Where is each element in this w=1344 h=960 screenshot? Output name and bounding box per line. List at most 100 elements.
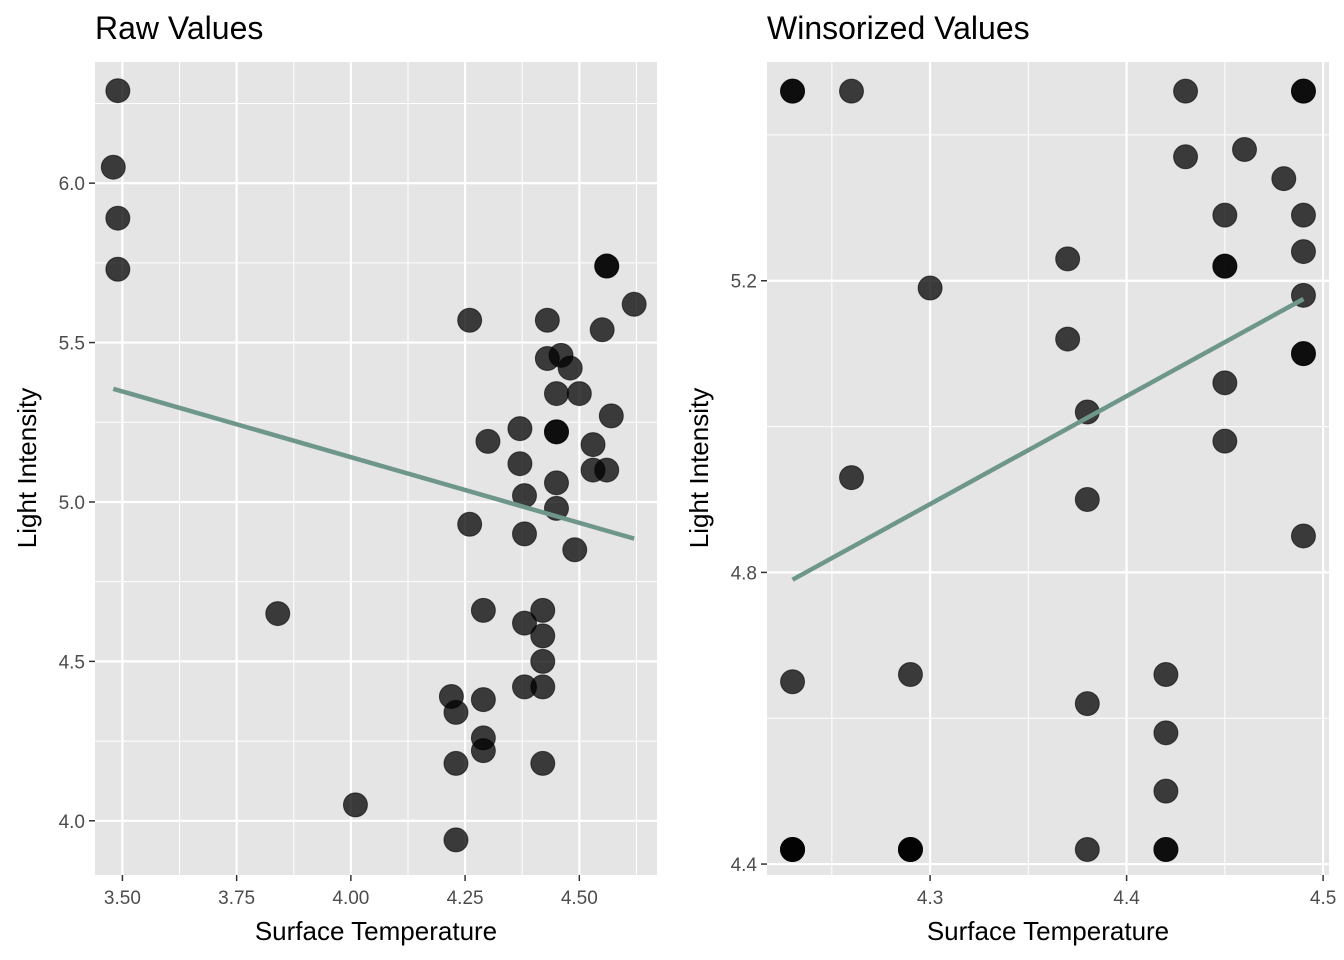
y-tick-label: 5.0 bbox=[59, 493, 85, 514]
data-point bbox=[1074, 691, 1100, 717]
panel-raw-values: Raw Values 3.50 3.75 4.00 4.25 4.50 4.0 4.5 5.… bbox=[12, 10, 657, 946]
data-point bbox=[530, 674, 556, 700]
data-point bbox=[1290, 523, 1316, 549]
data-point bbox=[562, 537, 588, 563]
data-point bbox=[342, 792, 368, 818]
x-tick-label: 4.00 bbox=[332, 888, 369, 909]
y-tick-label: 4.8 bbox=[731, 563, 757, 584]
data-point bbox=[1173, 144, 1199, 170]
x-tick-label: 4.50 bbox=[561, 888, 598, 909]
data-point bbox=[838, 465, 864, 491]
data-point bbox=[780, 78, 806, 104]
data-point bbox=[100, 154, 126, 180]
data-point bbox=[105, 205, 131, 231]
plot-background bbox=[95, 62, 657, 875]
data-point bbox=[507, 416, 533, 442]
data-point bbox=[917, 275, 943, 301]
data-point bbox=[621, 291, 647, 317]
y-axis-ticks: 4.4 4.8 5.2 bbox=[731, 272, 767, 876]
trend-line-group bbox=[112, 386, 635, 541]
x-tick-label: 4.4 bbox=[1113, 888, 1140, 909]
data-point bbox=[1074, 486, 1100, 512]
data-point bbox=[1055, 326, 1081, 352]
chart-title: Winsorized Values bbox=[767, 10, 1030, 46]
trend-line bbox=[112, 386, 635, 541]
data-point bbox=[1290, 202, 1316, 228]
data-point bbox=[557, 355, 583, 381]
data-point bbox=[838, 78, 864, 104]
panel-winsorized-values: Winsorized Values 4.3 4.4 4.5 4.4 4.8 5.2 Su… bbox=[684, 10, 1336, 946]
data-point bbox=[530, 648, 556, 674]
data-point bbox=[507, 451, 533, 477]
data-point bbox=[105, 256, 131, 282]
data-point bbox=[1055, 246, 1081, 272]
grid-lines bbox=[767, 62, 1329, 875]
data-point bbox=[443, 699, 469, 725]
data-point bbox=[589, 317, 615, 343]
data-point bbox=[1290, 341, 1316, 367]
data-point bbox=[475, 428, 501, 454]
data-point bbox=[534, 307, 560, 333]
y-tick-label: 4.5 bbox=[59, 652, 85, 673]
x-axis-title: Surface Temperature bbox=[927, 916, 1169, 946]
data-point bbox=[457, 307, 483, 333]
data-point bbox=[443, 827, 469, 853]
data-point bbox=[470, 738, 496, 764]
x-tick-label: 3.75 bbox=[218, 888, 255, 909]
y-tick-label: 5.2 bbox=[731, 272, 757, 293]
data-point bbox=[1153, 720, 1179, 746]
data-point bbox=[470, 597, 496, 623]
data-point bbox=[780, 836, 806, 862]
y-tick-label: 4.0 bbox=[59, 812, 85, 833]
data-point bbox=[1153, 661, 1179, 687]
data-point bbox=[543, 419, 569, 445]
y-axis-title: Light Intensity bbox=[12, 388, 42, 548]
trend-line bbox=[791, 297, 1305, 582]
scatter-points bbox=[780, 78, 1316, 862]
y-axis-ticks: 4.0 4.5 5.0 5.5 6.0 bbox=[59, 174, 95, 833]
data-point bbox=[566, 381, 592, 407]
data-point bbox=[543, 381, 569, 407]
data-point bbox=[780, 669, 806, 695]
data-point bbox=[443, 750, 469, 776]
plot-background bbox=[767, 62, 1329, 875]
x-tick-label: 4.3 bbox=[917, 888, 943, 909]
data-point bbox=[105, 78, 131, 104]
data-point bbox=[1074, 836, 1100, 862]
data-point bbox=[580, 432, 606, 458]
data-point bbox=[470, 687, 496, 713]
data-point bbox=[1212, 370, 1238, 396]
y-axis-title: Light Intensity bbox=[684, 388, 714, 548]
y-tick-label: 4.4 bbox=[731, 855, 758, 876]
data-point bbox=[594, 457, 620, 483]
y-tick-label: 6.0 bbox=[59, 174, 85, 195]
data-point bbox=[1153, 836, 1179, 862]
x-axis-ticks: 4.3 4.4 4.5 bbox=[917, 875, 1336, 909]
data-point bbox=[598, 403, 624, 429]
data-point bbox=[1153, 778, 1179, 804]
data-point bbox=[530, 750, 556, 776]
x-tick-label: 4.5 bbox=[1310, 888, 1336, 909]
data-point bbox=[1290, 239, 1316, 265]
data-point bbox=[457, 511, 483, 537]
grid-lines bbox=[95, 62, 657, 875]
x-tick-label: 3.50 bbox=[104, 888, 141, 909]
y-tick-label: 5.5 bbox=[59, 334, 85, 355]
data-point bbox=[897, 661, 923, 687]
data-point bbox=[594, 253, 620, 279]
data-point bbox=[1212, 202, 1238, 228]
data-point bbox=[1232, 136, 1258, 162]
data-point bbox=[1271, 166, 1297, 192]
data-point bbox=[265, 601, 291, 627]
data-point bbox=[897, 836, 923, 862]
data-point bbox=[1290, 78, 1316, 104]
chart-title: Raw Values bbox=[95, 10, 263, 46]
data-point bbox=[1212, 428, 1238, 454]
data-point bbox=[543, 470, 569, 496]
data-point bbox=[530, 623, 556, 649]
trend-line-group bbox=[791, 297, 1305, 582]
x-tick-label: 4.25 bbox=[447, 888, 484, 909]
data-point bbox=[530, 597, 556, 623]
x-axis-title: Surface Temperature bbox=[255, 916, 497, 946]
